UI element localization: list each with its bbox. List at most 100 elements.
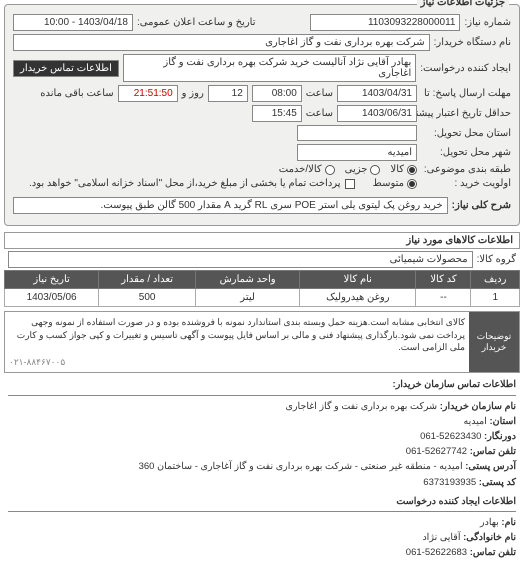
remain-time-field: 21:51:50 <box>118 85 178 102</box>
creator-phone-line: تلفن تماس: 52622683-061 <box>8 545 516 560</box>
time1-label: ساعت <box>306 88 333 99</box>
treasury-checkbox[interactable] <box>345 179 355 189</box>
panel-title: جزئیات اطلاعات نیاز <box>417 0 509 8</box>
days-label: روز و <box>182 88 204 99</box>
buyer-org-label: نام دستگاه خریدار: <box>434 37 511 48</box>
th-name: نام کالا <box>300 271 416 289</box>
th-unit: واحد شمارش <box>196 271 300 289</box>
category-field: محصولات شیمیائی <box>8 251 473 268</box>
contact-buyer-button[interactable]: اطلاعات تماس خریدار <box>13 60 119 77</box>
th-qty: تعداد / مقدار <box>99 271 196 289</box>
deadline-reply-label: مهلت ارسال پاسخ: تا <box>421 88 511 99</box>
creator-name-label: نام: <box>501 517 516 528</box>
row-city: شهر محل تحویل: امیدیه <box>13 144 511 161</box>
time2-label: ساعت <box>306 108 333 119</box>
packaging-label: طبقه بندی موضوعی: <box>421 164 511 175</box>
city-field: امیدیه <box>297 144 417 161</box>
table-header-row: ردیف کد کالا نام کالا واحد شمارش تعداد /… <box>5 271 520 289</box>
row-priority: اولویت خرید : متوسط پرداخت تمام یا بخشی … <box>13 178 511 189</box>
requester-label: ایجاد کننده درخواست: <box>420 63 511 74</box>
radio-jozei[interactable] <box>370 165 380 175</box>
org-province-label: استان: <box>489 416 516 427</box>
time1-field: 08:00 <box>252 85 302 102</box>
city-label: شهر محل تحویل: <box>421 147 511 158</box>
radio-kala-khedmat[interactable] <box>325 165 335 175</box>
creator-phone-label: تلفن تماس: <box>470 547 516 558</box>
checkbox-text: پرداخت تمام یا بخشی از مبلغ خرید،از محل … <box>29 178 341 189</box>
td-unit: لیتر <box>196 289 300 307</box>
org-postcode-line: کد پستی: 6373193935 <box>8 475 516 490</box>
row-desc: شرح کلی نیاز: خرید روغن پک لیتوی یلی است… <box>13 197 511 214</box>
table-row: 1 -- روغن هیدرولیک لیتر 500 1403/05/06 <box>5 289 520 307</box>
priority-label: اولویت خرید : <box>421 178 511 189</box>
org-province-line: استان: امیدیه <box>8 414 516 429</box>
desc-label: شرح کلی نیاز: <box>452 200 511 211</box>
creator-phone: 52622683-061 <box>406 547 467 558</box>
td-name: روغن هیدرولیک <box>300 289 416 307</box>
packaging-radio-group: کالا جزیی کالا/خدمت <box>279 164 417 175</box>
creator-name-line: نام: بهادر <box>8 515 516 530</box>
td-qty: 500 <box>99 289 196 307</box>
desc-field: خرید روغن پک لیتوی یلی استر POE سری RL گ… <box>13 197 448 214</box>
radio-kala-khedmat-item[interactable]: کالا/خدمت <box>279 164 335 175</box>
notes-text-content: کالای انتخابی مشابه است.هزینه حمل وبسته … <box>17 317 465 352</box>
announce-field: 1403/04/18 - 10:00 <box>13 14 133 31</box>
org-fax: 52623430-061 <box>420 431 481 442</box>
goods-section-header: اطلاعات کالاهای مورد نیاز <box>4 232 520 249</box>
date1-field: 1403/04/31 <box>337 85 417 102</box>
notes-label: توضیحات خریدار <box>469 312 519 372</box>
org-name: شرکت بهره برداری نفت و گاز اغاجاری <box>286 401 438 412</box>
org-info-block: اطلاعات تماس سازمان خریدار: نام سازمان خ… <box>8 377 516 489</box>
province-field <box>297 125 417 141</box>
requester-field: بهادر آقایی نژاد آنالیست خرید شرکت بهره … <box>123 54 416 82</box>
org-name-label: نام سازمان خریدار: <box>440 401 516 412</box>
buyer-org-field: شرکت بهره برداری نفت و گاز اغاجاری <box>13 34 430 51</box>
radio-motavaset-label: متوسط <box>373 178 404 189</box>
radio-kala-item[interactable]: کالا <box>390 164 417 175</box>
org-province: امیدیه <box>464 416 487 427</box>
radio-kala-label: کالا <box>390 164 404 175</box>
td-row: 1 <box>471 289 520 307</box>
creator-lastname-label: نام خانوادگی: <box>463 532 516 543</box>
org-fax-label: دورنگار: <box>484 431 516 442</box>
th-row: ردیف <box>471 271 520 289</box>
org-info-title: اطلاعات تماس سازمان خریدار: <box>8 377 516 395</box>
radio-kala-khedmat-label: کالا/خدمت <box>279 164 322 175</box>
row-deal-date: حداقل تاریخ اعتبار پیشنهاد: تا تاریخ: 14… <box>13 105 511 122</box>
deal-date-label: حداقل تاریخ اعتبار پیشنهاد: تا تاریخ: <box>421 108 511 119</box>
notes-phone: ۰۲۱-۸۸۴۶۷۰۰۵ <box>9 356 465 369</box>
creator-lastname: آقایی نژاد <box>422 532 460 543</box>
notes-text: کالای انتخابی مشابه است.هزینه حمل وبسته … <box>5 312 469 372</box>
org-postal: امیدیه - منطقه غیر صنعتی - شرکت بهره برد… <box>139 461 463 472</box>
row-buyer-org: نام دستگاه خریدار: شرکت بهره برداری نفت … <box>13 34 511 51</box>
creator-lastname-line: نام خانوادگی: آقایی نژاد <box>8 530 516 545</box>
radio-motavaset-item[interactable]: متوسط <box>373 178 417 189</box>
creator-info-block: اطلاعات ایجاد کننده درخواست نام: بهادر ن… <box>8 494 516 561</box>
td-code: -- <box>416 289 471 307</box>
creator-name: بهادر <box>480 517 499 528</box>
row-packaging: طبقه بندی موضوعی: کالا جزیی کالا/خدمت <box>13 164 511 175</box>
row-province: استان محل تحویل: <box>13 125 511 141</box>
org-phone-label: تلفن تماس: <box>470 446 516 457</box>
notes-box: توضیحات خریدار کالای انتخابی مشابه است.ه… <box>4 311 520 373</box>
row-category: گروه کالا: محصولات شیمیائی <box>8 251 516 268</box>
announce-label: تاریخ و ساعت اعلان عمومی: <box>137 17 256 28</box>
row-deadline: مهلت ارسال پاسخ: تا 1403/04/31 ساعت 08:0… <box>13 85 511 102</box>
category-label: گروه کالا: <box>477 254 516 265</box>
creator-info-title: اطلاعات ایجاد کننده درخواست <box>8 494 516 512</box>
radio-motavaset[interactable] <box>407 179 417 189</box>
org-fax-line: دورنگار: 52623430-061 <box>8 429 516 444</box>
org-postcode-label: کد پستی: <box>479 477 516 488</box>
td-date: 1403/05/06 <box>5 289 99 307</box>
row-request-no: شماره نیاز: 1103093228000011 تاریخ و ساع… <box>13 14 511 31</box>
radio-jozei-item[interactable]: جزیی <box>345 164 381 175</box>
remain-label: ساعت باقی مانده <box>40 88 113 99</box>
province-label: استان محل تحویل: <box>421 128 511 139</box>
org-postal-line: آدرس پستی: امیدیه - منطقه غیر صنعتی - شر… <box>8 459 516 474</box>
goods-table: ردیف کد کالا نام کالا واحد شمارش تعداد /… <box>4 270 520 307</box>
row-requester: ایجاد کننده درخواست: بهادر آقایی نژاد آن… <box>13 54 511 82</box>
radio-kala[interactable] <box>407 165 417 175</box>
th-code: کد کالا <box>416 271 471 289</box>
org-postal-label: آدرس پستی: <box>465 461 516 472</box>
request-no-label: شماره نیاز: <box>464 17 511 28</box>
